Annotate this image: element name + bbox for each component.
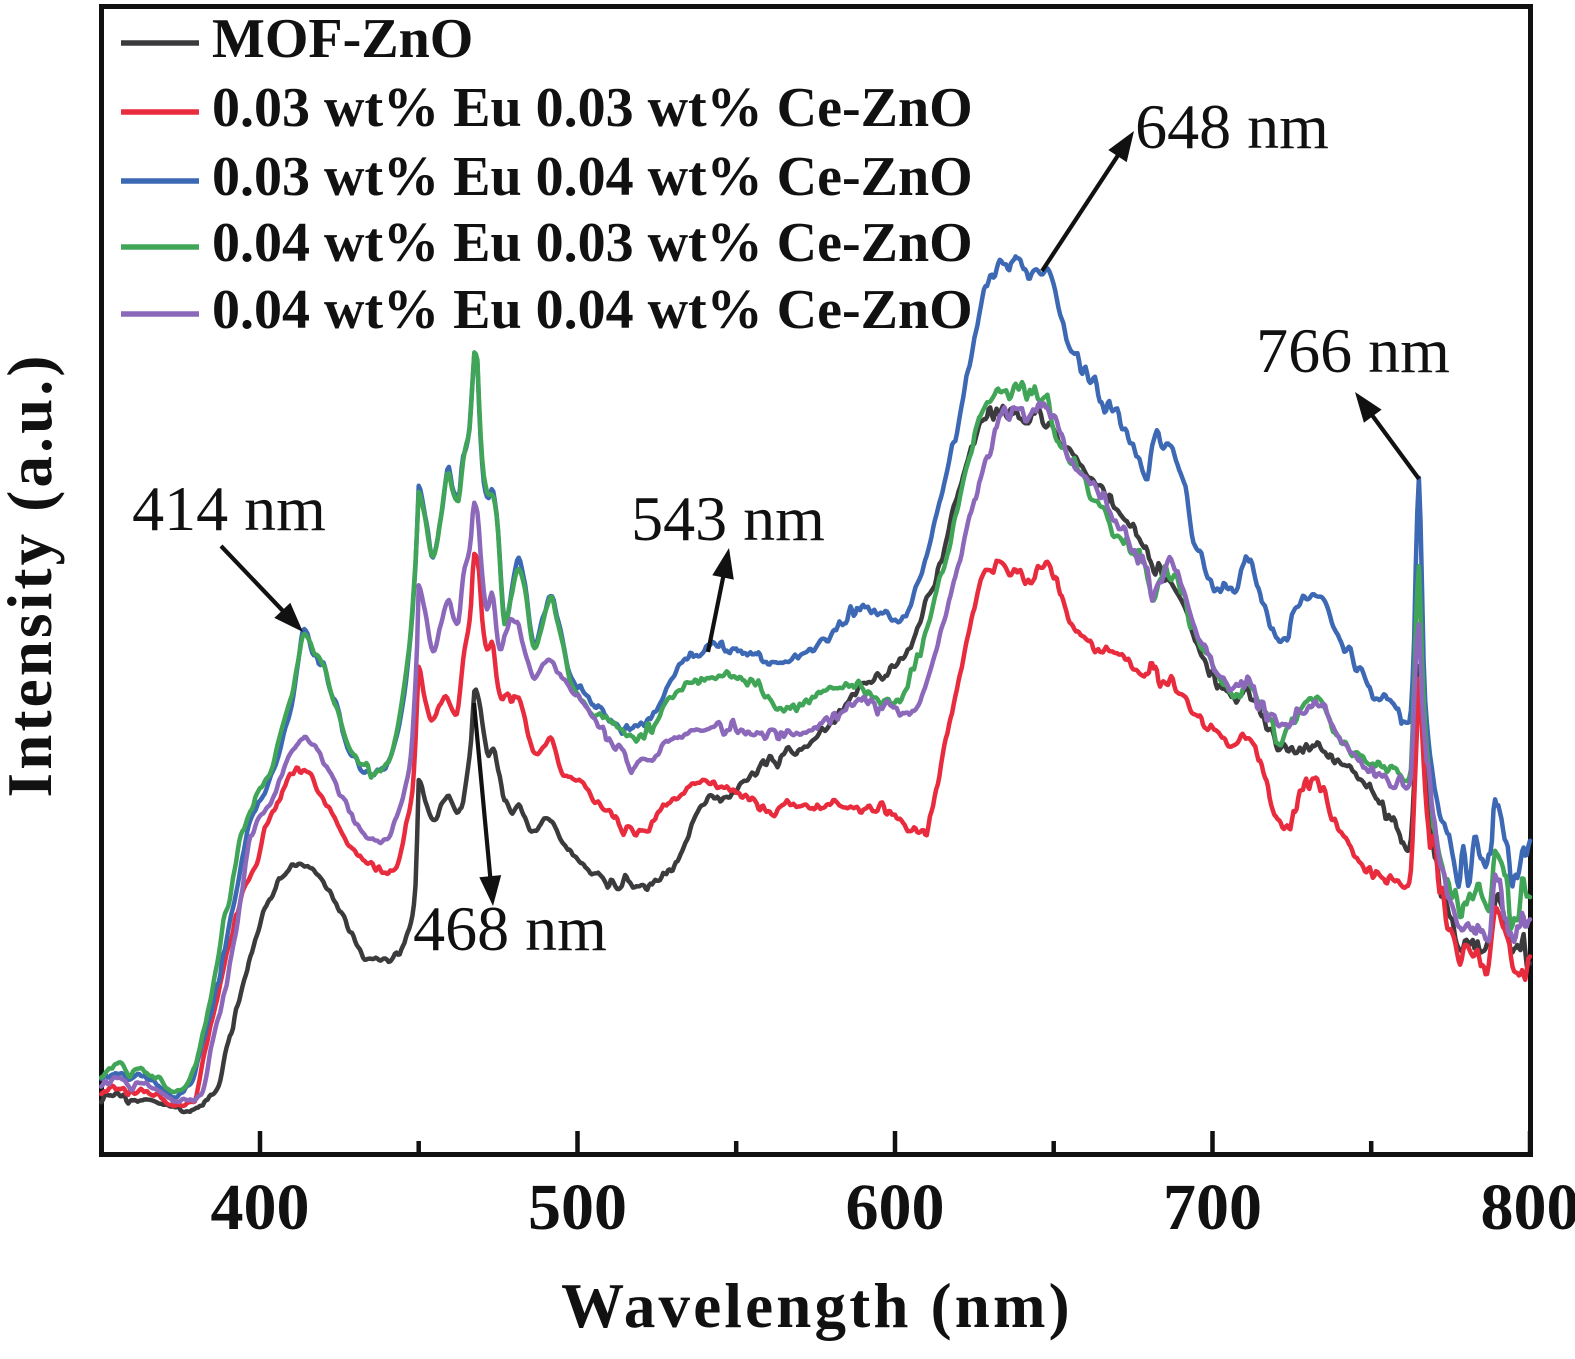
svg-text:543 nm: 543 nm (631, 483, 825, 554)
svg-text:766 nm: 766 nm (1256, 315, 1450, 386)
svg-text:0.03 wt% Eu 0.04 wt% Ce-ZnO: 0.03 wt% Eu 0.04 wt% Ce-ZnO (212, 146, 973, 208)
svg-text:0.04 wt% Eu 0.03 wt% Ce-ZnO: 0.04 wt% Eu 0.03 wt% Ce-ZnO (212, 212, 973, 274)
svg-text:414 nm: 414 nm (132, 473, 326, 544)
svg-text:600: 600 (846, 1171, 945, 1244)
svg-text:0.04 wt% Eu 0.04 wt% Ce-ZnO: 0.04 wt% Eu 0.04 wt% Ce-ZnO (212, 279, 973, 341)
svg-text:0.03 wt% Eu 0.03 wt% Ce-ZnO: 0.03 wt% Eu 0.03 wt% Ce-ZnO (212, 77, 973, 139)
svg-text:800: 800 (1481, 1171, 1575, 1244)
svg-text:468 nm: 468 nm (413, 893, 607, 964)
svg-text:MOF-ZnO: MOF-ZnO (212, 8, 473, 70)
svg-text:Intensity (a.u.): Intensity (a.u.) (0, 353, 65, 798)
svg-text:500: 500 (528, 1171, 627, 1244)
svg-text:400: 400 (211, 1171, 310, 1244)
svg-text:700: 700 (1163, 1171, 1262, 1244)
svg-text:648 nm: 648 nm (1135, 91, 1329, 162)
svg-text:Wavelength (nm): Wavelength (nm) (561, 1271, 1073, 1341)
